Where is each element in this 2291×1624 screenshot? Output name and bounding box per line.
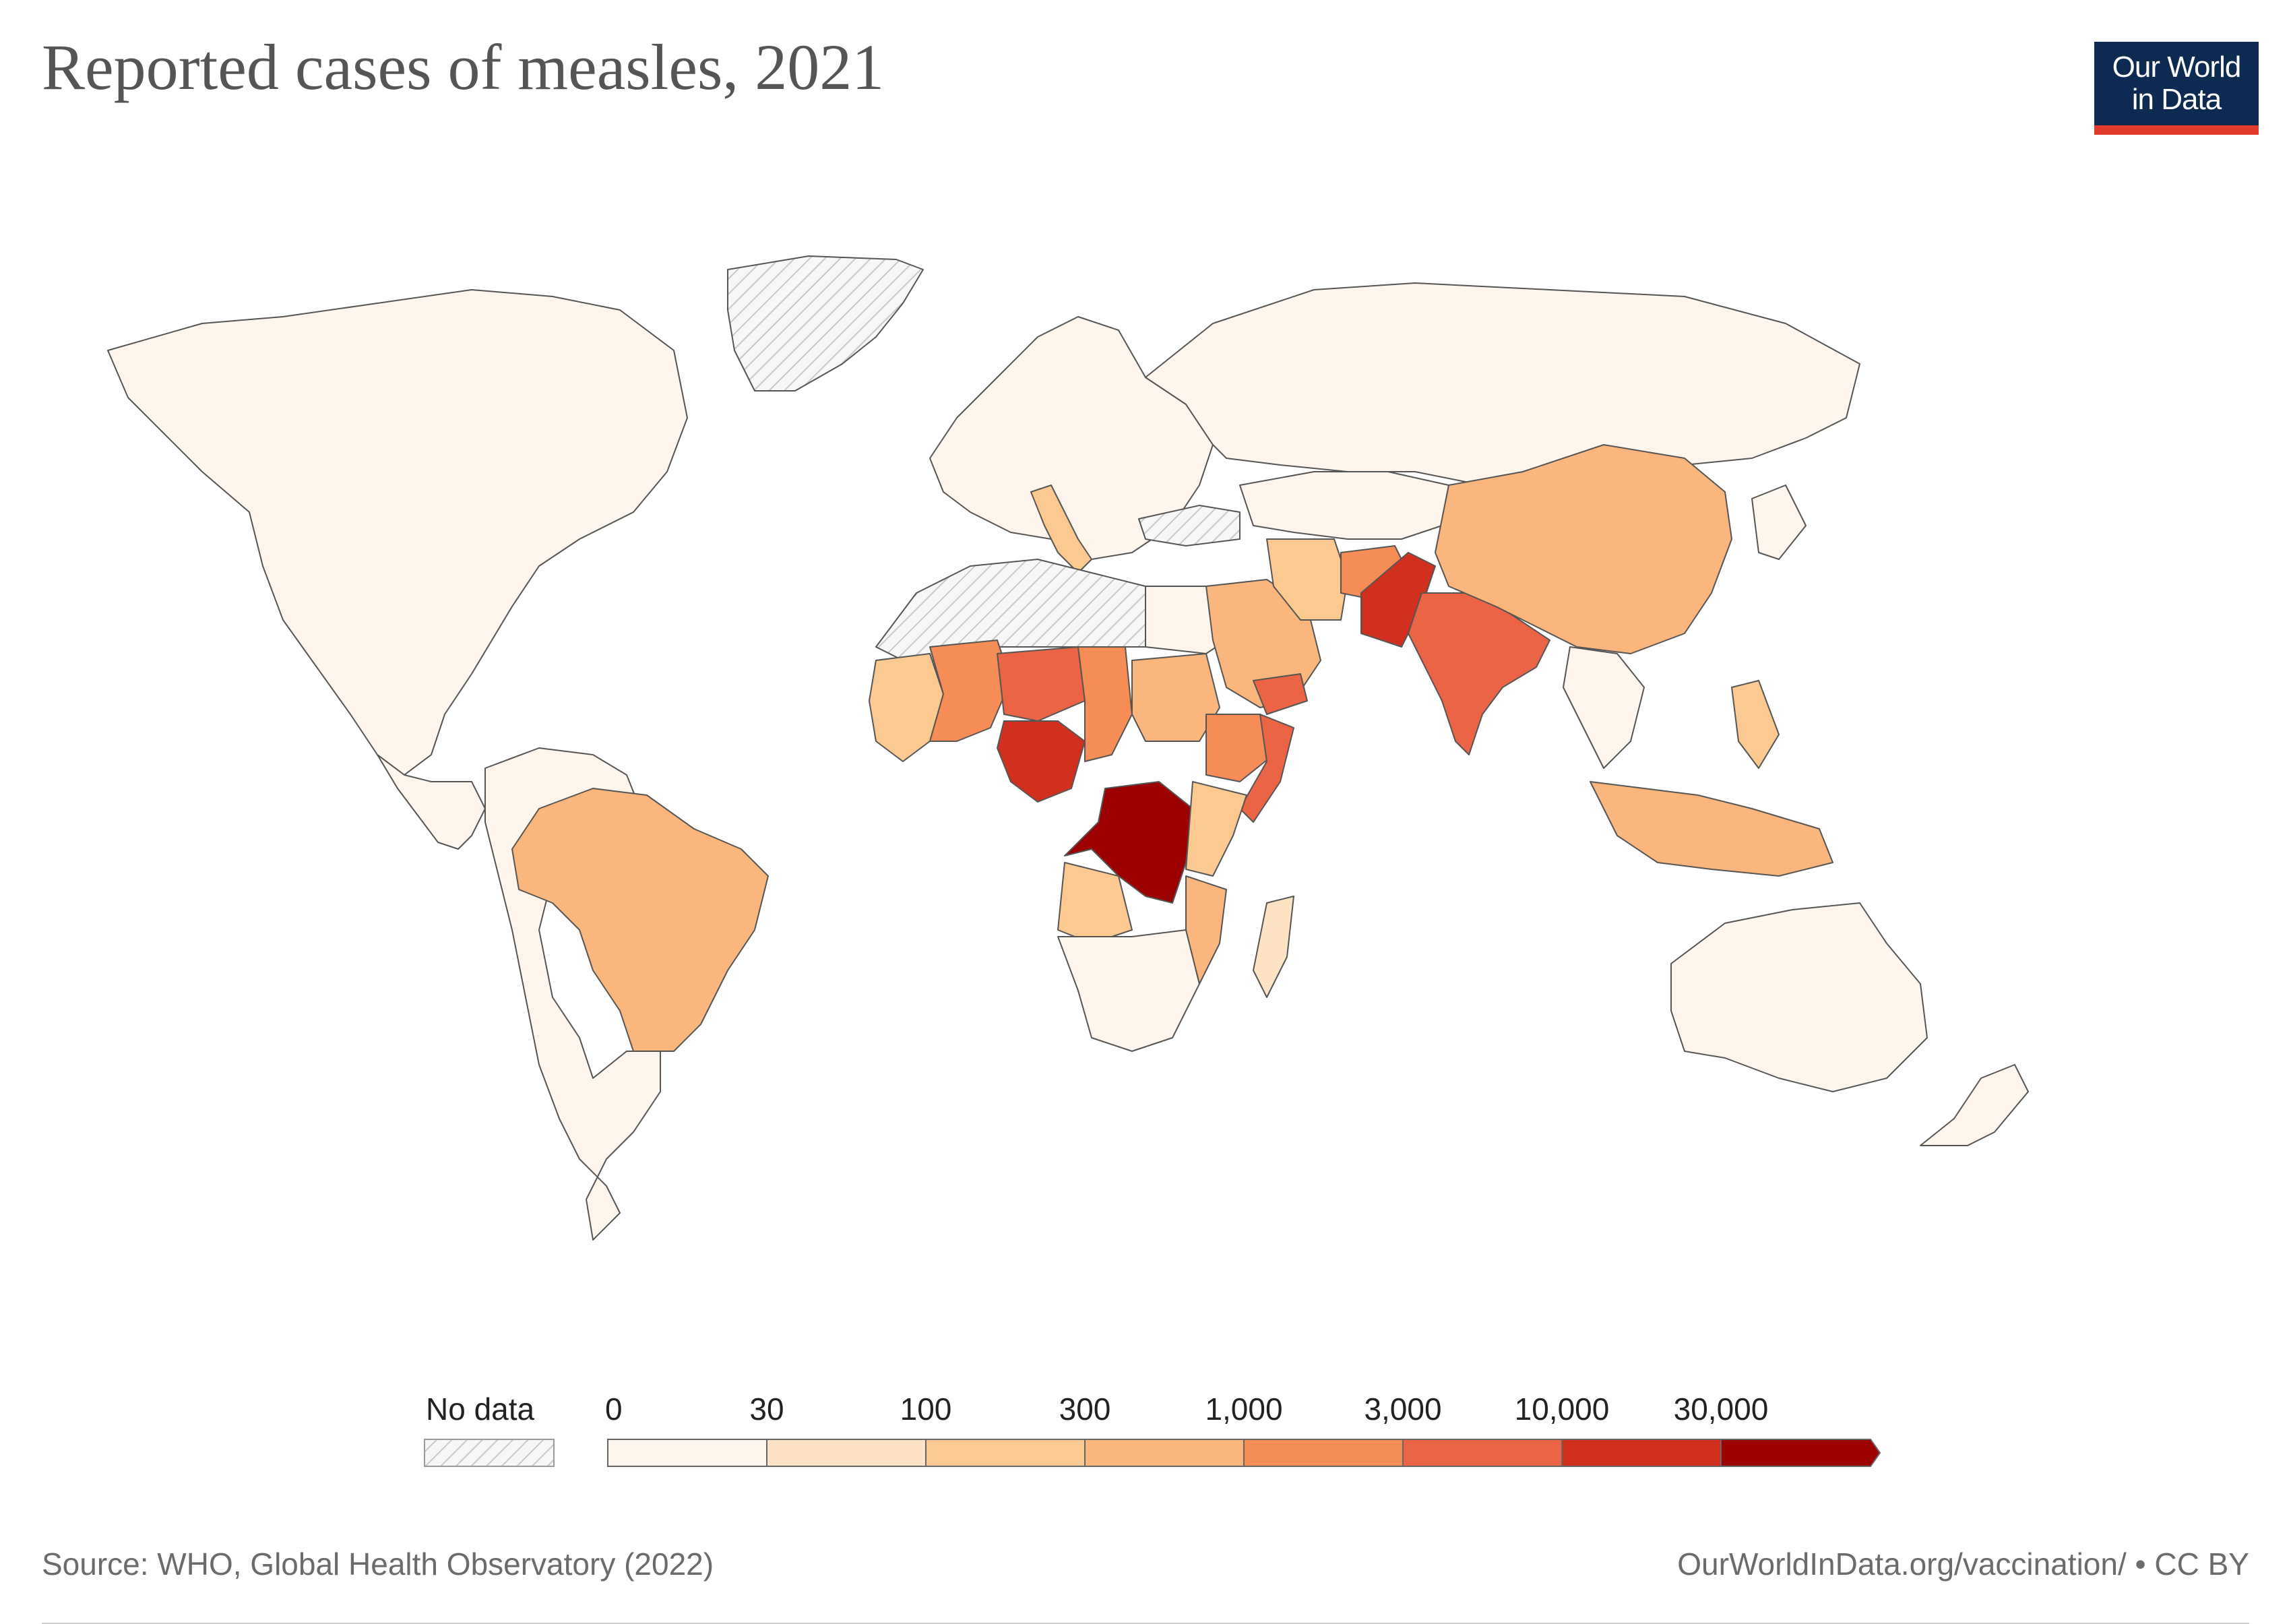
region-central-asia[interactable] — [1239, 471, 1449, 540]
legend-tick-1: 30 — [749, 1392, 784, 1427]
region-mali[interactable] — [929, 639, 1011, 742]
region-chad[interactable] — [1077, 646, 1133, 762]
legend-no-data-label: No data — [426, 1392, 535, 1427]
legend-color-scale — [607, 1439, 1881, 1467]
region-iran[interactable] — [1266, 538, 1348, 621]
region-sudan[interactable] — [1131, 653, 1220, 742]
region-mozambique[interactable] — [1185, 875, 1227, 985]
region-west-africa[interactable] — [869, 653, 944, 762]
region-southeast-asia[interactable] — [1563, 646, 1645, 769]
region-yemen[interactable] — [1253, 673, 1308, 715]
region-somalia[interactable] — [1239, 714, 1294, 823]
legend-bin-2 — [925, 1439, 1086, 1467]
logo-line-1: Our World — [2112, 51, 2242, 84]
legend-tick-5: 3,000 — [1364, 1392, 1442, 1427]
region-north-america[interactable] — [107, 289, 688, 776]
legend-bin-0 — [607, 1439, 767, 1467]
source-url-link[interactable]: OurWorldInData.org/vaccination/ • CC BY — [1677, 1547, 2249, 1582]
legend-tick-2: 100 — [900, 1392, 952, 1427]
region-ethiopia[interactable] — [1205, 714, 1274, 782]
region-greenland-no-data[interactable] — [727, 255, 924, 392]
legend-tick-0: 0 — [605, 1392, 623, 1427]
region-madagascar[interactable] — [1253, 896, 1294, 998]
region-brazil[interactable] — [511, 788, 769, 1052]
region-china[interactable] — [1435, 444, 1732, 654]
logo-line-2: in Data — [2131, 83, 2222, 116]
region-australia[interactable] — [1670, 902, 1928, 1092]
legend-bin-6 — [1561, 1439, 1722, 1467]
region-turkey-no-data[interactable] — [1138, 505, 1241, 546]
legend-tick-3: 300 — [1059, 1392, 1111, 1427]
region-dr-congo[interactable] — [1064, 781, 1193, 904]
page-title: Reported cases of measles, 2021 — [42, 31, 885, 103]
legend-bin-1 — [766, 1439, 927, 1467]
region-europe[interactable] — [929, 316, 1214, 560]
region-nigeria[interactable] — [997, 720, 1086, 803]
legend-no-data-swatch — [424, 1439, 555, 1467]
region-japan[interactable] — [1751, 485, 1807, 560]
legend-bin-3 — [1084, 1439, 1245, 1467]
region-italy[interactable] — [1030, 485, 1092, 573]
region-new-zealand[interactable] — [1920, 1064, 2029, 1146]
legend-tick-6: 10,000 — [1514, 1392, 1610, 1427]
legend-bin-5 — [1402, 1439, 1563, 1467]
region-east-africa[interactable] — [1185, 781, 1247, 877]
region-indonesia[interactable] — [1590, 781, 1833, 877]
legend-bin-4 — [1243, 1439, 1404, 1467]
region-niger[interactable] — [997, 646, 1086, 722]
legend-tick-7: 30,000 — [1673, 1392, 1769, 1427]
source-text: Source: WHO, Global Health Observatory (… — [42, 1547, 714, 1582]
legend-tick-4: 1,000 — [1205, 1392, 1283, 1427]
region-southern-africa[interactable] — [1057, 929, 1200, 1052]
region-russia[interactable] — [1145, 282, 1860, 486]
owid-logo[interactable]: Our World in Data — [2094, 42, 2259, 135]
region-philippines[interactable] — [1731, 680, 1780, 769]
region-central-america[interactable] — [377, 754, 486, 850]
legend-bin-7-arrow — [1720, 1439, 1881, 1467]
